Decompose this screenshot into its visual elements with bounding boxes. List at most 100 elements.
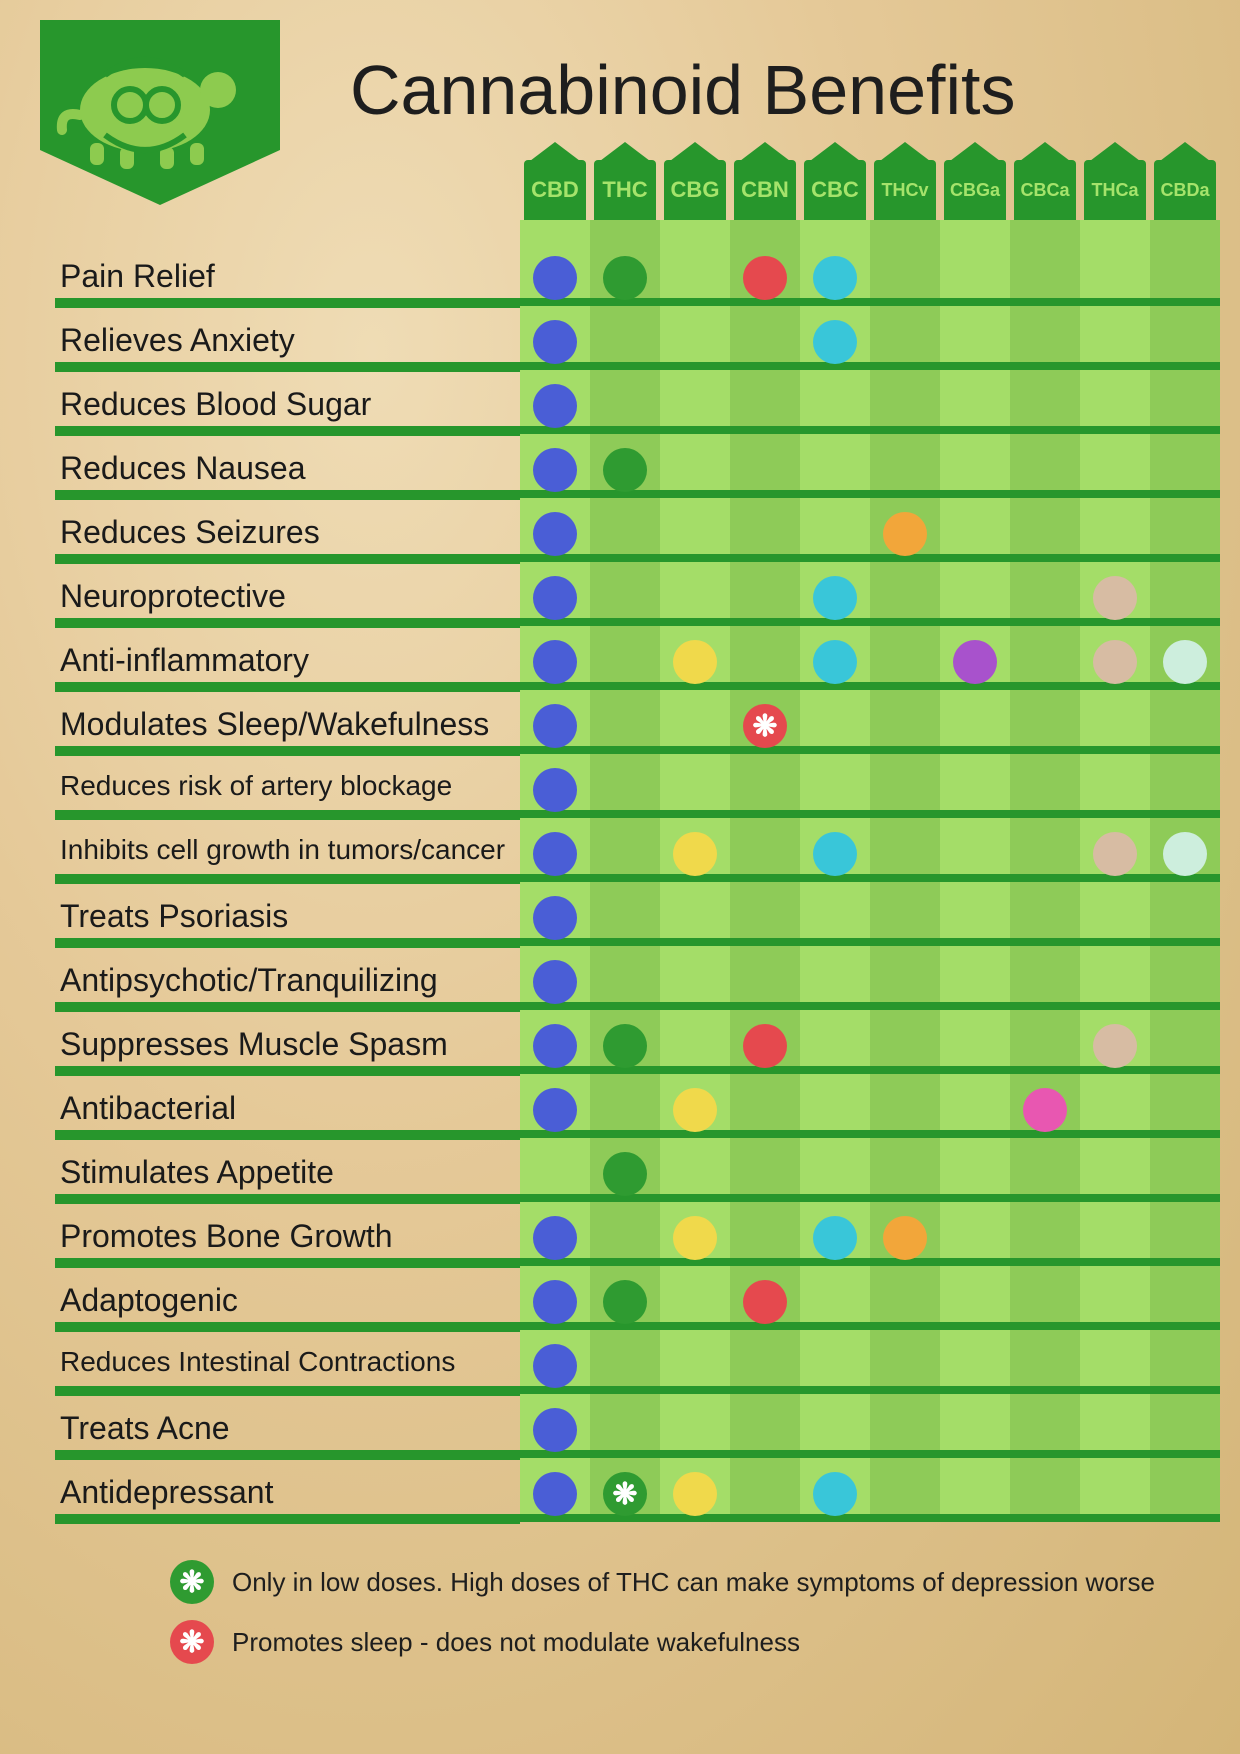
dot-cbc bbox=[813, 640, 857, 684]
dot-cbn bbox=[743, 704, 787, 748]
row-underline bbox=[55, 1002, 520, 1012]
row-underline bbox=[55, 810, 520, 820]
dot-cbc bbox=[813, 256, 857, 300]
row-label: Modulates Sleep/Wakefulness bbox=[60, 706, 520, 743]
dot-cbga bbox=[953, 640, 997, 684]
row-underline bbox=[55, 938, 520, 948]
legend-text: Only in low doses. High doses of THC can… bbox=[232, 1567, 1155, 1598]
dot-thc bbox=[603, 448, 647, 492]
legend-star-icon: ❋ bbox=[170, 1560, 214, 1604]
row-label: Inhibits cell growth in tumors/cancer bbox=[60, 834, 520, 866]
row-underline bbox=[55, 1130, 520, 1140]
dot-thca bbox=[1093, 832, 1137, 876]
dot-cbd bbox=[533, 896, 577, 940]
row-label: Antipsychotic/Tranquilizing bbox=[60, 962, 520, 999]
legend-item: ❋Promotes sleep - does not modulate wake… bbox=[170, 1620, 800, 1664]
row-underline bbox=[55, 1450, 520, 1460]
column-header-cbg: CBG bbox=[664, 160, 726, 220]
dot-thca bbox=[1093, 640, 1137, 684]
column-header-thcv: THCv bbox=[874, 160, 936, 220]
dot-cbn bbox=[743, 256, 787, 300]
row-underline bbox=[55, 426, 520, 436]
dot-cbd bbox=[533, 832, 577, 876]
row-underline bbox=[55, 554, 520, 564]
dot-cbd bbox=[533, 768, 577, 812]
row-label: Reduces Seizures bbox=[60, 514, 520, 551]
dot-cbg bbox=[673, 1088, 717, 1132]
row-underline bbox=[55, 746, 520, 756]
dot-cbd bbox=[533, 384, 577, 428]
row-label: Anti-inflammatory bbox=[60, 642, 520, 679]
dot-cbg bbox=[673, 640, 717, 684]
dot-cbd bbox=[533, 704, 577, 748]
dot-cbg bbox=[673, 832, 717, 876]
row-label: Treats Psoriasis bbox=[60, 898, 520, 935]
dot-cbda bbox=[1163, 640, 1207, 684]
legend-item: ❋ Only in low doses. High doses of THC ca… bbox=[170, 1560, 1155, 1604]
row-label: Treats Acne bbox=[60, 1410, 520, 1447]
column-header-thca: THCa bbox=[1084, 160, 1146, 220]
row-gridline bbox=[520, 1130, 1220, 1138]
row-underline bbox=[55, 874, 520, 884]
dot-thc bbox=[603, 1024, 647, 1068]
dot-cbc bbox=[813, 576, 857, 620]
column-header-cbda: CBDa bbox=[1154, 160, 1216, 220]
column-header-cbn: CBN bbox=[734, 160, 796, 220]
dot-cbd bbox=[533, 960, 577, 1004]
dot-cbd bbox=[533, 1344, 577, 1388]
row-label: Neuroprotective bbox=[60, 578, 520, 615]
row-label: Pain Relief bbox=[60, 258, 520, 295]
column-header-cbca: CBCa bbox=[1014, 160, 1076, 220]
row-underline bbox=[55, 298, 520, 308]
dot-cbd bbox=[533, 1280, 577, 1324]
row-underline bbox=[55, 618, 520, 628]
dot-cbc bbox=[813, 1472, 857, 1516]
row-gridline bbox=[520, 426, 1220, 434]
row-gridline bbox=[520, 362, 1220, 370]
dot-thc bbox=[603, 1152, 647, 1196]
dot-cbd bbox=[533, 320, 577, 364]
row-gridline bbox=[520, 1258, 1220, 1266]
row-label: Antidepressant bbox=[60, 1474, 520, 1511]
row-label: Reduces Blood Sugar bbox=[60, 386, 520, 423]
row-label: Reduces Intestinal Contractions bbox=[60, 1346, 520, 1378]
row-label: Reduces risk of artery blockage bbox=[60, 770, 520, 802]
dot-cbd bbox=[533, 1088, 577, 1132]
row-gridline bbox=[520, 1002, 1220, 1010]
dot-cbn bbox=[743, 1024, 787, 1068]
row-label: Stimulates Appetite bbox=[60, 1154, 520, 1191]
row-underline bbox=[55, 1258, 520, 1268]
row-underline bbox=[55, 362, 520, 372]
dot-cbd bbox=[533, 1408, 577, 1452]
dot-thc bbox=[603, 1280, 647, 1324]
row-underline bbox=[55, 682, 520, 692]
dot-cbd bbox=[533, 1024, 577, 1068]
dot-cbca bbox=[1023, 1088, 1067, 1132]
dot-thcv bbox=[883, 512, 927, 556]
row-underline bbox=[55, 1514, 520, 1524]
dot-cbd bbox=[533, 640, 577, 684]
logo-badge bbox=[30, 15, 290, 215]
row-gridline bbox=[520, 554, 1220, 562]
row-gridline bbox=[520, 1386, 1220, 1394]
legend-text: Promotes sleep - does not modulate wakef… bbox=[232, 1627, 800, 1658]
row-gridline bbox=[520, 1450, 1220, 1458]
column-header-cbc: CBC bbox=[804, 160, 866, 220]
dot-cbd bbox=[533, 1216, 577, 1260]
column-header-thc: THC bbox=[594, 160, 656, 220]
dot-thcv bbox=[883, 1216, 927, 1260]
page-title: Cannabinoid Benefits bbox=[350, 50, 1015, 130]
dot-thc bbox=[603, 1472, 647, 1516]
row-underline bbox=[55, 1194, 520, 1204]
row-gridline bbox=[520, 938, 1220, 946]
dot-cbda bbox=[1163, 832, 1207, 876]
row-label: Suppresses Muscle Spasm bbox=[60, 1026, 520, 1063]
dot-cbg bbox=[673, 1472, 717, 1516]
row-label: Adaptogenic bbox=[60, 1282, 520, 1319]
dot-cbd bbox=[533, 1472, 577, 1516]
dot-cbn bbox=[743, 1280, 787, 1324]
column-header-cbga: CBGa bbox=[944, 160, 1006, 220]
row-underline bbox=[55, 1322, 520, 1332]
row-gridline bbox=[520, 746, 1220, 754]
dot-cbc bbox=[813, 832, 857, 876]
